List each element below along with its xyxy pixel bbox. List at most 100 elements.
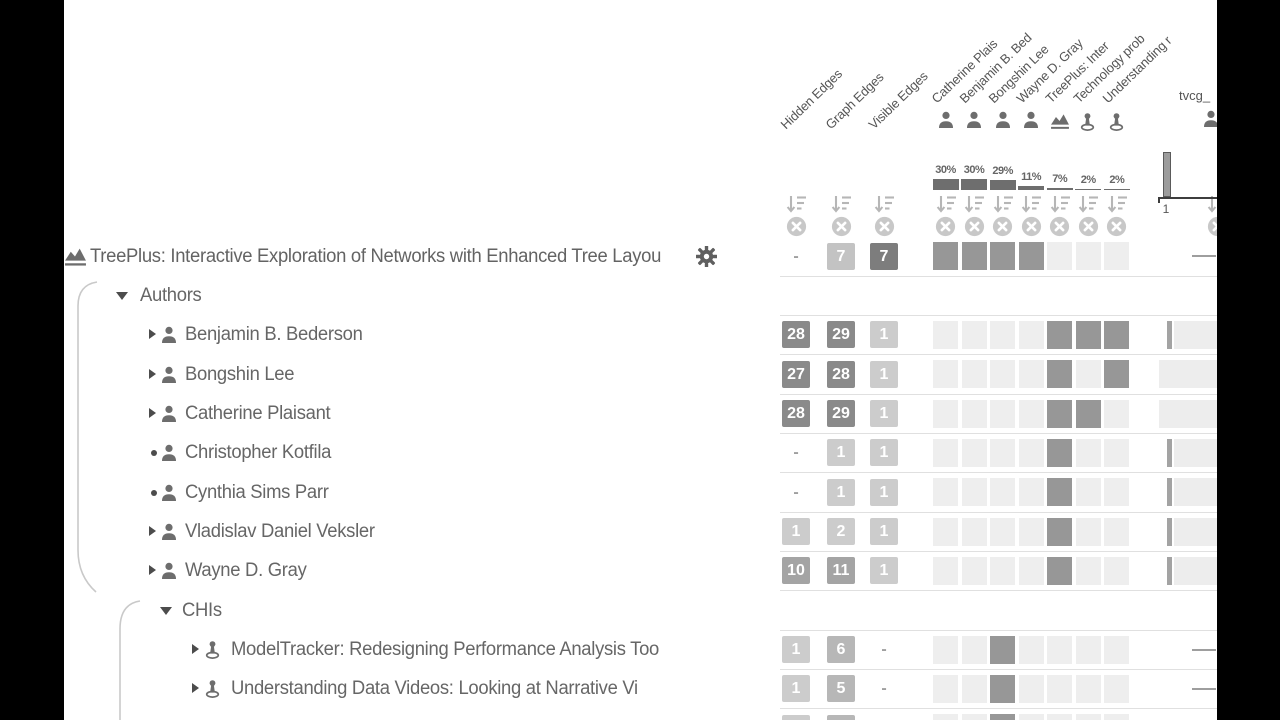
person-icon (161, 405, 177, 428)
expand-node-icon[interactable] (149, 408, 156, 418)
column-percent-label: 2% (1109, 173, 1125, 186)
tree-node-label[interactable]: Benjamin B. Bederson (185, 324, 363, 346)
tree-grid-row: Wayne D. Gray 10 11 1 (64, 551, 1217, 590)
tree-grid-row: Catherine Plaisant 28 29 1 (64, 394, 1217, 433)
sort-icon[interactable] (963, 193, 985, 215)
matrix-cell-empty (961, 674, 987, 703)
matrix-cell-empty (1018, 360, 1044, 389)
tree-grid-row: Authors (64, 276, 1217, 315)
matrix-cell-filled (990, 674, 1016, 703)
tree-node-label[interactable]: Understanding Data Videos: Looking at Na… (231, 678, 638, 700)
clear-filter-icon[interactable] (1049, 216, 1070, 237)
person-icon (995, 111, 1011, 134)
tvcg-value-strip (1174, 556, 1217, 585)
hidden-edges-value: 1 (782, 518, 810, 546)
sort-icon[interactable] (935, 193, 957, 215)
sort-icon[interactable] (830, 193, 852, 215)
clear-filter-icon[interactable] (1106, 216, 1127, 237)
matrix-cell-empty (1018, 714, 1044, 720)
visible-edges-value: 1 (870, 360, 898, 388)
pin-icon (1080, 113, 1095, 137)
row-separator (780, 669, 1217, 671)
tvcg-histogram-bar (1163, 152, 1171, 197)
column-percent-bar (932, 179, 959, 190)
tree-node-label[interactable]: Cynthia Sims Parr (185, 481, 329, 503)
sort-icon[interactable] (873, 193, 895, 215)
sort-icon[interactable] (992, 193, 1014, 215)
column-percent-bar (989, 180, 1016, 190)
hidden-edges-value: 10 (782, 557, 810, 585)
column-percent-label: 30% (935, 164, 956, 176)
hidden-edges-value: 28 (782, 400, 810, 427)
tree-node-label[interactable]: Christopher Kotfila (185, 442, 332, 464)
person-icon (938, 111, 954, 134)
column-percent-bar (1018, 186, 1045, 190)
collapse-node-icon[interactable] (116, 291, 128, 300)
tree-node-label[interactable]: Authors (140, 284, 202, 306)
gear-icon[interactable] (695, 245, 718, 272)
matrix-cell-empty (961, 438, 987, 467)
matrix-cell-empty (933, 438, 958, 467)
clear-filter-icon[interactable] (935, 216, 956, 237)
leaf-node-dot (151, 450, 157, 457)
matrix-cell-empty (1075, 714, 1101, 720)
matrix-cell-empty (961, 399, 987, 428)
expand-node-icon[interactable] (149, 368, 156, 379)
clear-filter-icon[interactable] (1078, 216, 1099, 237)
person-icon (1203, 110, 1219, 133)
expand-node-icon[interactable] (192, 644, 199, 655)
matrix-cell-filled (1047, 320, 1073, 349)
column-header-tvcg[interactable]: tvcg_ (1179, 88, 1211, 103)
sort-icon[interactable] (1077, 193, 1099, 215)
tree-node-label[interactable]: Bongshin Lee (185, 363, 295, 385)
tree-node-label[interactable]: ModelTracker: Redesigning Performance An… (231, 639, 659, 661)
clear-filter-icon[interactable] (964, 216, 985, 237)
sort-icon[interactable] (1020, 193, 1042, 215)
clear-filter-icon[interactable] (1021, 216, 1042, 237)
clear-filter-icon[interactable] (831, 216, 852, 237)
clear-filter-icon[interactable] (874, 216, 895, 237)
sort-icon[interactable] (1106, 193, 1128, 215)
matrix-cell-empty (933, 478, 958, 507)
expand-node-icon[interactable] (192, 683, 199, 694)
hidden-edges-value: - (793, 247, 799, 265)
clear-filter-icon[interactable] (786, 216, 807, 237)
person-icon (161, 366, 177, 389)
right-letterbox-bar (1217, 0, 1280, 720)
matrix-cell-empty (1075, 674, 1101, 703)
sort-icon[interactable] (1049, 193, 1071, 215)
matrix-cell-empty (1018, 399, 1044, 428)
person-icon (966, 111, 982, 134)
matrix-cell-empty (1104, 674, 1130, 703)
row-separator (780, 590, 1217, 592)
collapse-node-icon[interactable] (160, 606, 172, 615)
tree-node-label[interactable]: Wayne D. Gray (185, 560, 307, 582)
sort-icon[interactable] (785, 193, 807, 215)
tree-node-label[interactable]: TreePlus: Interactive Exploration of Net… (90, 245, 662, 267)
matrix-cell-empty (933, 399, 958, 428)
person-icon (161, 484, 177, 507)
column-percent-label: 30% (963, 164, 985, 176)
column-percent-label: 2% (1080, 173, 1096, 186)
clear-filter-icon[interactable] (992, 216, 1013, 237)
matrix-cell-empty (933, 635, 958, 664)
matrix-cell-empty (1104, 478, 1130, 507)
matrix-cell-empty (933, 714, 958, 720)
tvcg-value-tick (1167, 517, 1172, 546)
tvcg-histogram-axis (1158, 197, 1218, 199)
tree-node-label[interactable]: Catherine Plaisant (185, 403, 331, 424)
matrix-cell-empty (961, 635, 987, 664)
tree-node-label[interactable]: CHIs (182, 599, 222, 621)
expand-node-icon[interactable] (149, 329, 156, 340)
tree-node-label[interactable]: Vladislav Daniel Veksler (185, 521, 375, 543)
matrix-cell-filled (1047, 360, 1073, 389)
graph-edges-value: 2 (827, 518, 855, 546)
visible-edges-value: 1 (870, 400, 898, 427)
column-percent-bar (1103, 188, 1130, 190)
expand-node-icon[interactable] (149, 565, 156, 576)
matrix-cell-empty (961, 517, 987, 546)
expand-node-icon[interactable] (149, 526, 156, 537)
matrix-cell-filled (990, 635, 1016, 664)
tree-grid-row: CHIs (64, 591, 1217, 630)
matrix-cell-empty (1047, 674, 1073, 703)
